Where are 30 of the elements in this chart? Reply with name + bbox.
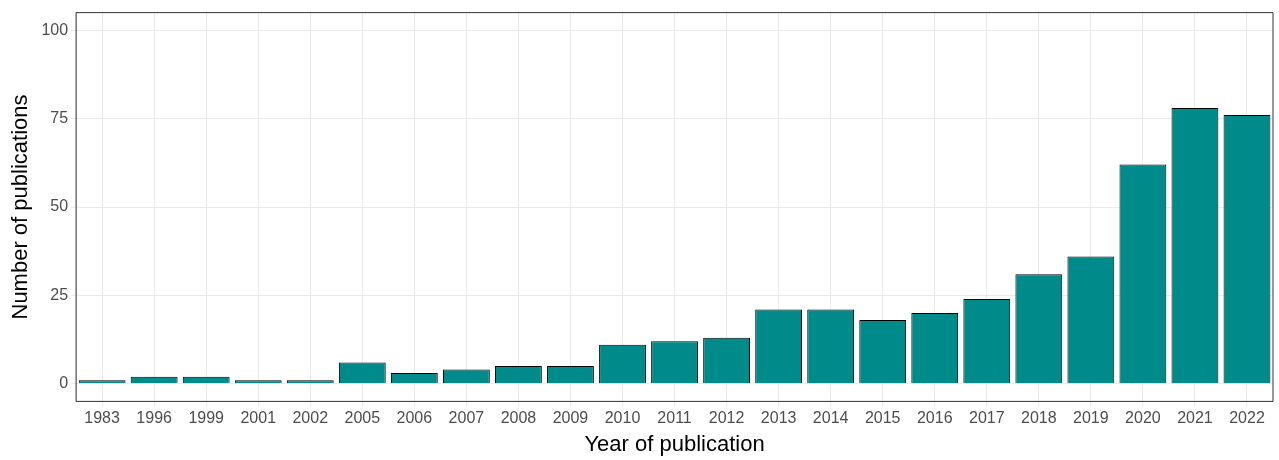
x-tick-label: 2020 bbox=[1125, 409, 1161, 427]
x-tick-label: 2009 bbox=[552, 409, 589, 427]
y-tick-label: 75 bbox=[50, 109, 69, 127]
x-tick-label: 2005 bbox=[344, 409, 381, 427]
x-tick-label: 2011 bbox=[657, 409, 692, 427]
x-tick-label: 2007 bbox=[448, 409, 485, 427]
x-tick-label: 2018 bbox=[1021, 409, 1057, 427]
x-tick-label: 2002 bbox=[292, 409, 329, 427]
x-tick-label: 2001 bbox=[240, 409, 277, 427]
x-tick-label: 2012 bbox=[708, 409, 745, 427]
x-tick-label: 2006 bbox=[396, 409, 433, 427]
x-tick-label: 2010 bbox=[604, 409, 641, 427]
x-tick-label: 2021 bbox=[1177, 409, 1213, 427]
y-tick-label: 50 bbox=[50, 197, 69, 215]
x-tick-label: 2017 bbox=[968, 409, 1005, 427]
y-axis-title: Number of publications bbox=[7, 94, 33, 320]
x-tick-label: 2016 bbox=[916, 409, 953, 427]
x-tick-label: 2008 bbox=[500, 409, 537, 427]
y-tick-label: 25 bbox=[50, 285, 69, 303]
y-tick-label: 0 bbox=[59, 374, 69, 392]
x-tick-label: 2019 bbox=[1073, 409, 1109, 427]
x-tick-label: 2015 bbox=[864, 409, 901, 427]
x-axis-title: Year of publication bbox=[584, 430, 765, 456]
x-tick-label: 1983 bbox=[84, 409, 121, 427]
x-tick-label: 1996 bbox=[136, 409, 173, 427]
x-tick-label: 1999 bbox=[188, 409, 225, 427]
y-tick-label: 100 bbox=[41, 20, 69, 38]
x-tick-label: 2013 bbox=[760, 409, 797, 427]
x-tick-label: 2022 bbox=[1229, 409, 1265, 427]
x-tick-label: 2014 bbox=[812, 409, 849, 427]
